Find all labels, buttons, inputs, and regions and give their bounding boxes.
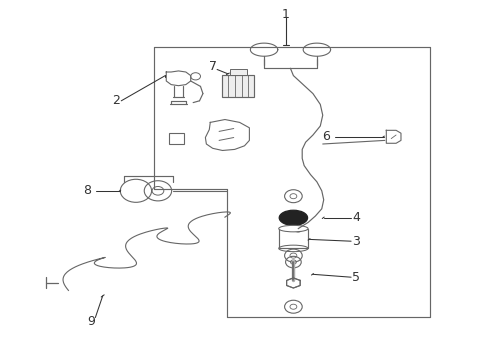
Polygon shape	[286, 278, 300, 288]
Text: 9: 9	[87, 315, 95, 328]
Bar	[168, 133, 184, 144]
Text: 3: 3	[351, 235, 359, 248]
Bar	[222, 75, 254, 97]
Text: 4: 4	[351, 211, 359, 224]
Ellipse shape	[279, 210, 307, 225]
Circle shape	[294, 227, 301, 232]
Text: 5: 5	[351, 271, 359, 284]
Text: 8: 8	[83, 184, 91, 197]
Text: 2: 2	[112, 94, 120, 107]
Bar	[229, 69, 246, 75]
Ellipse shape	[278, 225, 307, 232]
Text: 6: 6	[322, 130, 329, 143]
Text: 7: 7	[208, 60, 216, 73]
Text: 1: 1	[282, 8, 289, 21]
Bar	[278, 229, 307, 248]
